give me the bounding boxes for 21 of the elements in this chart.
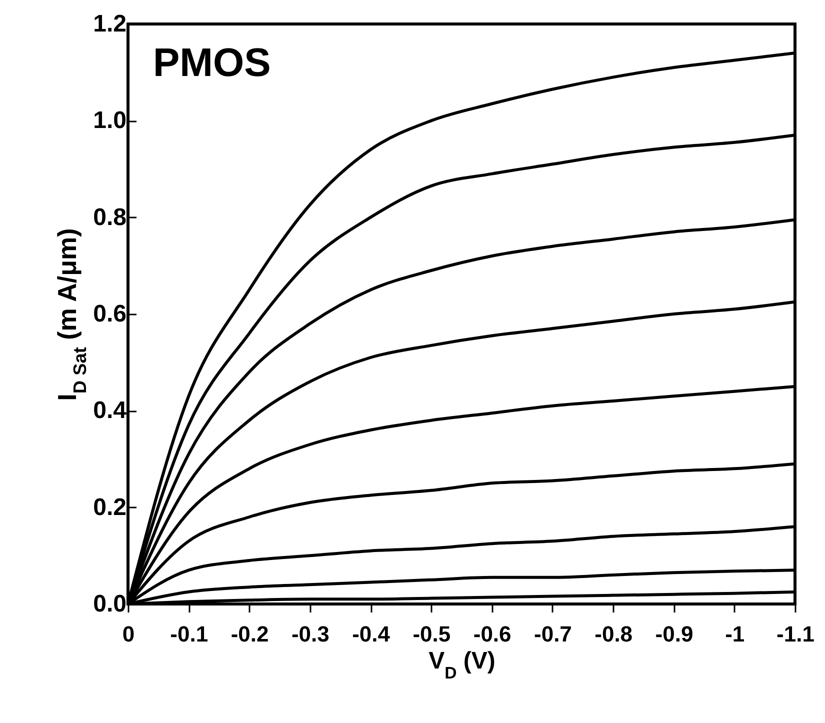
y-tick-label: 0.4 — [93, 397, 128, 424]
x-tick-label: -1 — [725, 622, 745, 646]
y-tick-label: 1.0 — [93, 107, 126, 134]
x-axis-title: V$_{D}$ (V) — [428, 648, 496, 682]
x-tick-label: -1.1 — [776, 622, 814, 646]
x-tick-label: -0.7 — [534, 622, 572, 646]
y-tick-label: 0.0 — [93, 590, 126, 618]
y-tick-label: 0.2 — [93, 494, 126, 521]
x-tick-label: -0.2 — [230, 622, 269, 646]
x-tick-label: -0.6 — [473, 622, 512, 646]
x-tick-label: -0.9 — [655, 622, 694, 646]
x-tick-label: -0.4 — [352, 622, 391, 646]
annotation: PMOS — [153, 41, 271, 85]
y-tick-label: 1.2 — [93, 10, 126, 38]
x-tick-label: 0 — [122, 622, 135, 646]
x-tick-label: -0.5 — [412, 622, 451, 646]
y-tick-label: 0.6 — [93, 300, 126, 328]
x-tick-label: -0.3 — [291, 622, 330, 646]
x-tick-label: -0.8 — [594, 622, 633, 646]
y-tick-label: 0.8 — [93, 204, 126, 231]
x-tick-label: -0.1 — [170, 622, 208, 646]
